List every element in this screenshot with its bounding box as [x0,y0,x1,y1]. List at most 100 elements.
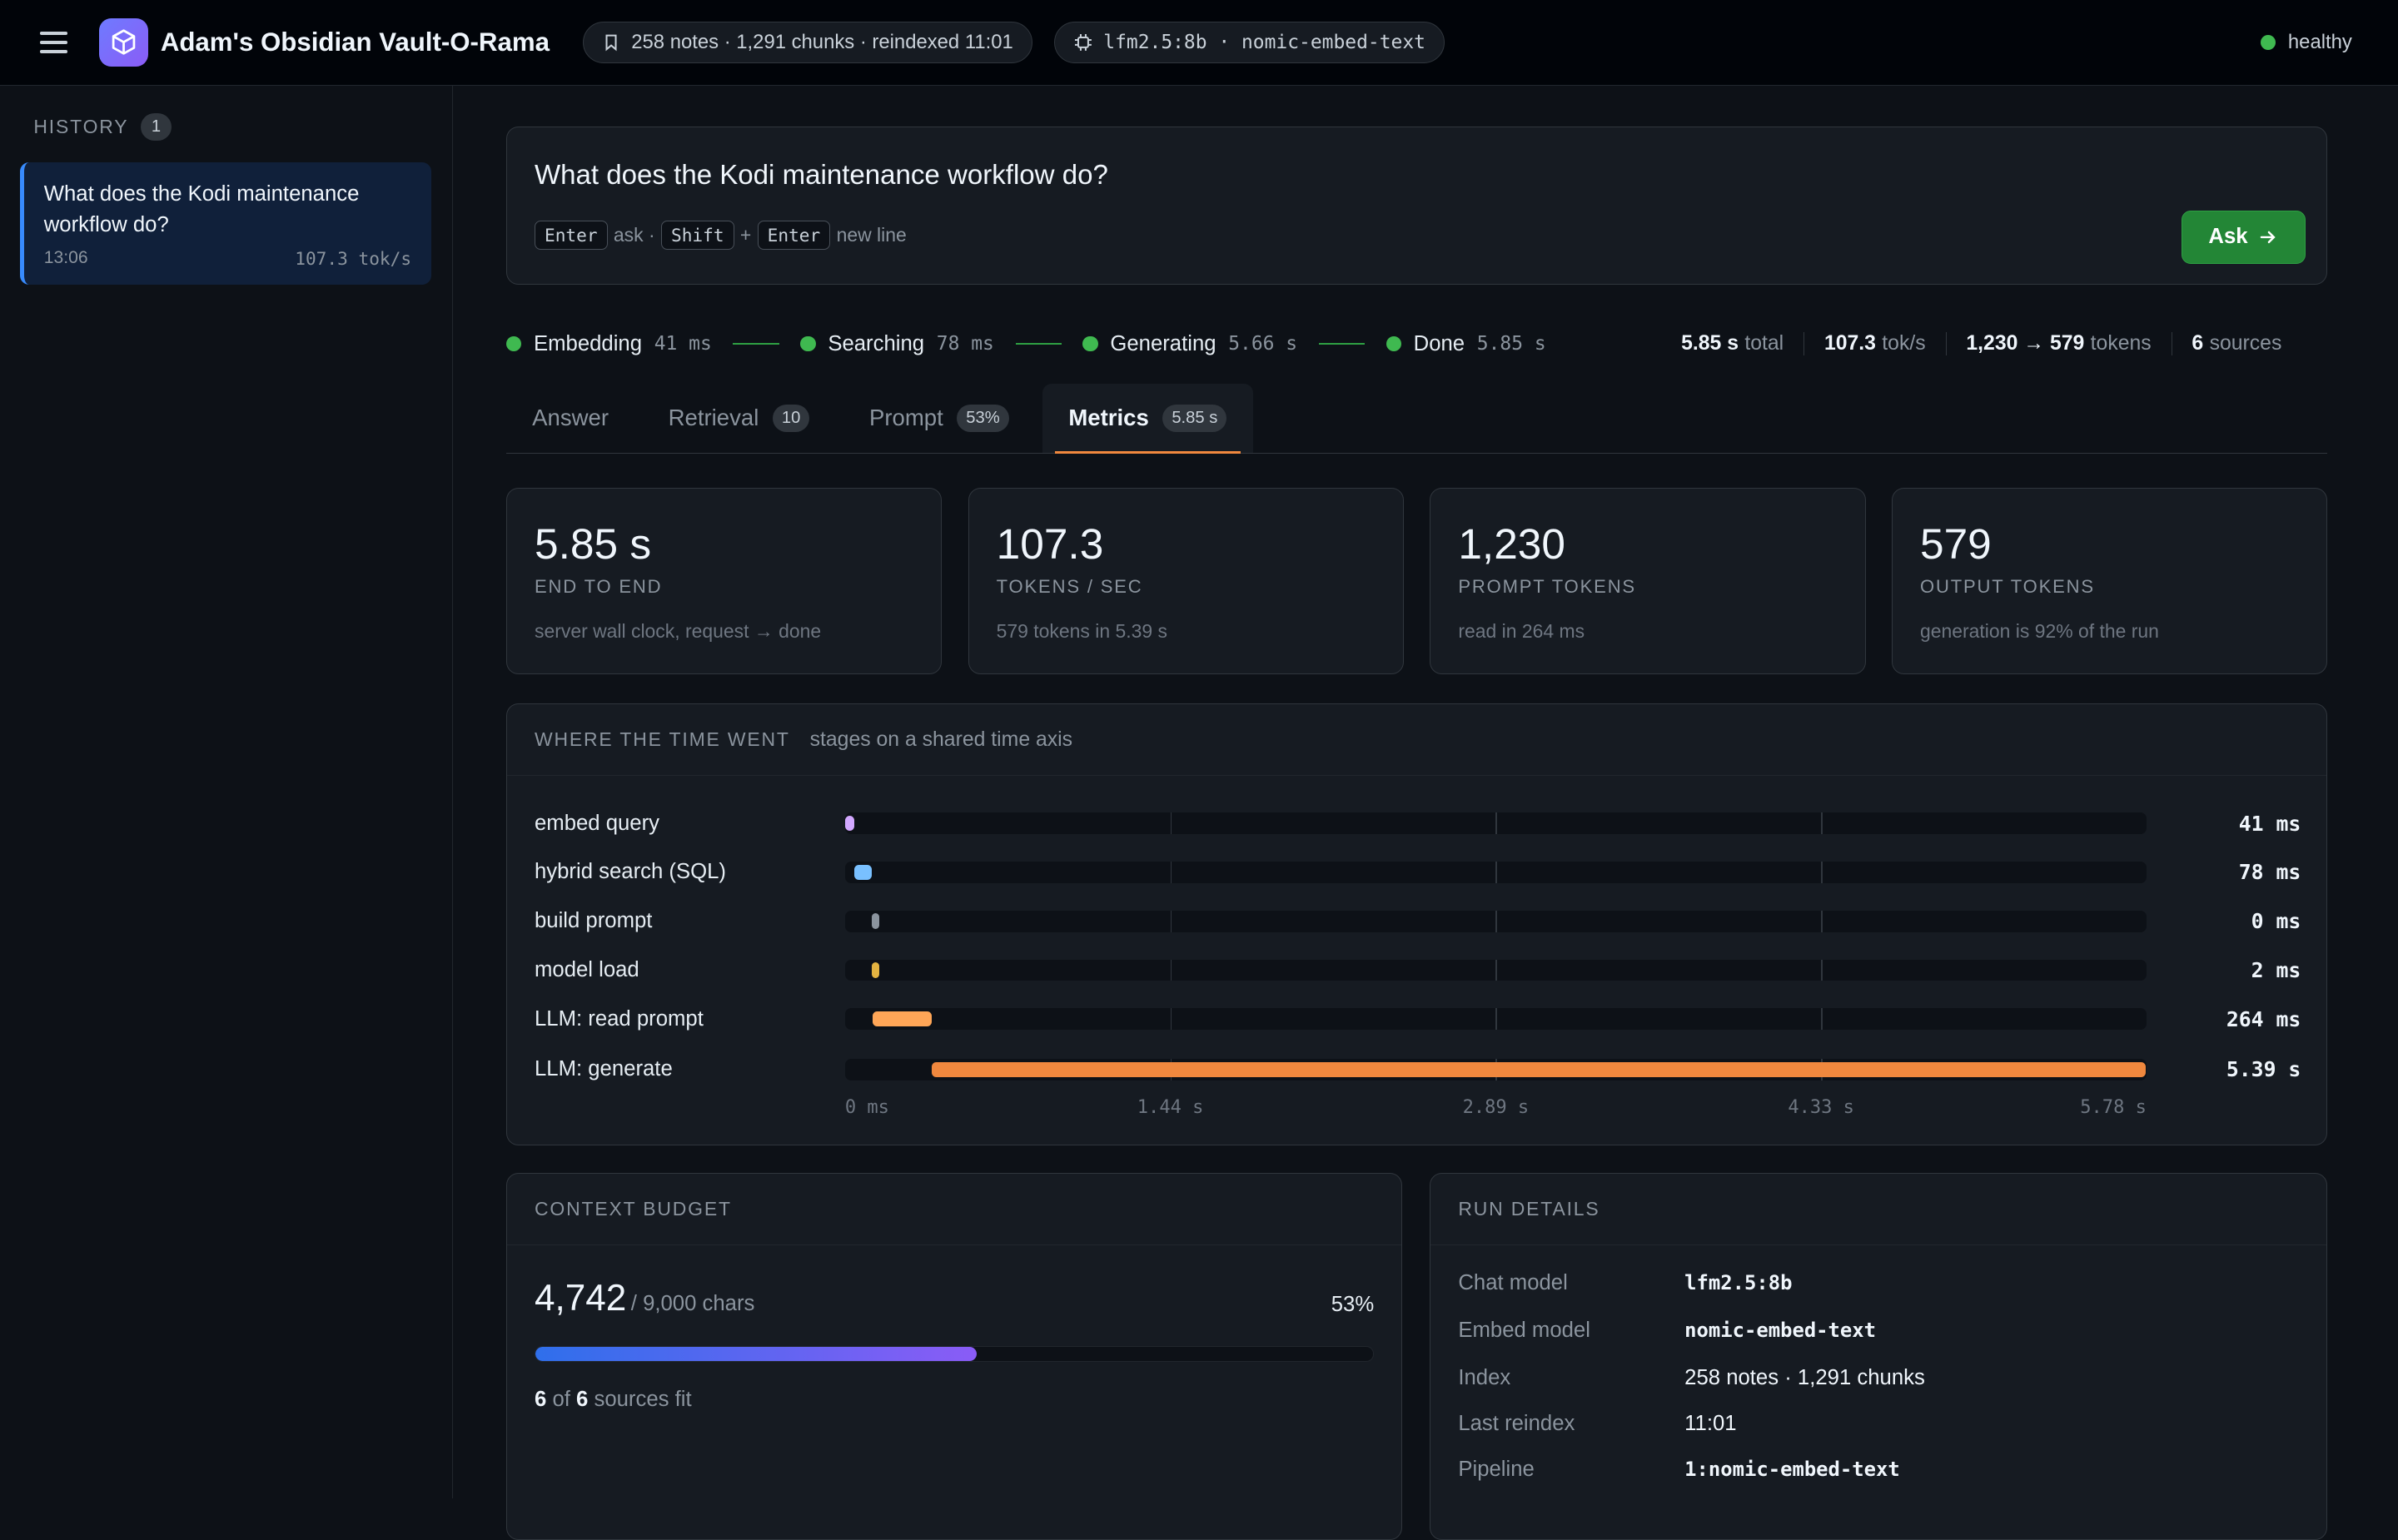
detail-key: Index [1458,1366,1511,1390]
timing-row-label: LLM: read prompt [534,1006,704,1031]
axis-tick-label: 5.78 s [2080,1096,2147,1118]
bookmark-icon [605,34,617,52]
tab-label: Prompt [868,405,943,431]
detail-value: lfm2.5:8b [1684,1271,1793,1295]
stage-generating: Generating 5.66 s [1082,332,1297,356]
run-totals: 5.85 s total 107.3 tok/s 1,230 → 579 tokens… [1661,332,2301,356]
grid-line [1170,910,1172,932]
timing-row: LLM: generate 5.39 s [535,1053,2301,1086]
stage-embedding: Embedding 41 ms [505,332,712,356]
detail-value: nomic-embed-text [1684,1319,1877,1343]
metric-card-prompt-tokens: 1,230 PROMPT TOKENS read in 264 ms [1430,487,1866,674]
stage-searching: Searching 78 ms [800,332,994,356]
tab-retrieval[interactable]: Retrieval 10 [642,384,835,453]
panel-subtitle: stages on a shared time axis [809,728,1073,751]
history-item-time: 13:06 [43,247,88,267]
stage-done-dot-icon [505,336,522,352]
tab-badge: 53% [957,404,1009,432]
context-budget-panel: CONTEXT BUDGET 4,742/ 9,000 chars 53% 6 … [505,1172,1403,1540]
result-tabs: Answer Retrieval 10 Prompt 53% Metrics 5.85… [505,384,2328,455]
ask-hint-text: ask · [613,224,655,246]
detail-row: Embed model nomic-embed-text [1458,1319,1876,1343]
tokens-label: tokens [2090,332,2152,355]
arrow-right-icon [2261,231,2276,243]
tab-answer[interactable]: Answer [506,384,634,453]
time-axis: 0 ms 1.44 s 2.89 s 4.33 s 5.78 s [845,1097,2147,1121]
timing-row-value: 41 ms [2238,811,2301,836]
timing-bar [872,913,880,929]
detail-row: Pipeline 1:nomic-embed-text [1458,1458,1899,1482]
grid-line [1170,812,1172,834]
timing-track [844,862,2147,883]
index-status-text: 258 notes · 1,291 chunks · reindexed 11:… [631,30,1013,53]
sources-fit: 6 of 6 sources fit [535,1388,692,1412]
enter-key-hint: Enter [534,221,608,250]
panel-title: RUN DETAILS [1458,1197,1600,1220]
grid-line [1821,812,1823,834]
history-item[interactable]: What does the Kodi maintenance workflow … [19,161,431,285]
stage-done-dot-icon [1082,336,1098,352]
metric-value: 107.3 [996,519,1104,568]
detail-key: Last reindex [1458,1412,1575,1436]
timing-track [844,812,2147,834]
timing-track [844,1008,2147,1031]
stage-done: Done 5.85 s [1386,332,1546,356]
question-input[interactable]: What does the Kodi maintenance workflow … [534,160,1108,191]
budget-limit: / 9,000 chars [630,1291,755,1315]
grid-line [1821,862,1823,883]
timing-row-value: 78 ms [2238,860,2301,885]
detail-row: Last reindex 11:01 [1458,1412,1736,1436]
metric-value: 1,230 [1458,519,1565,568]
grid-line [1821,959,1823,981]
model-pill-text: lfm2.5:8b · nomic-embed-text [1103,31,1425,53]
metric-card-output-tokens: 579 OUTPUT TOKENS generation is 92% of t… [1891,487,2328,674]
timing-row-label: LLM: generate [534,1057,673,1081]
timing-row-value: 0 ms [2251,909,2301,934]
enter2-key-hint: Enter [757,221,831,250]
timing-row-label: model load [534,957,639,981]
health-dot-icon [2260,34,2276,51]
plus-hint-text: + [739,224,752,246]
sources-value: 6 [2192,332,2204,355]
tab-metrics[interactable]: Metrics 5.85 s [1042,384,1253,455]
detail-key: Embed model [1458,1319,1590,1343]
detail-value: 1:nomic-embed-text [1684,1458,1900,1482]
timing-row: model load 2 ms [535,953,2301,986]
detail-value: 11:01 [1684,1412,1737,1436]
metric-sub: read in 264 ms [1458,620,1585,643]
history-item-speed: 107.3 tok/s [295,247,412,269]
shift-key-hint: Shift [660,221,734,250]
menu-icon[interactable] [39,32,67,53]
metric-label: OUTPUT TOKENS [1920,575,2095,597]
ask-button[interactable]: Ask [2181,210,2306,264]
fit-of: of [552,1387,570,1411]
timing-row: embed query 41 ms [535,807,2301,840]
detail-key: Pipeline [1458,1458,1535,1482]
stage-value: 5.85 s [1476,333,1546,355]
history-item-question: What does the Kodi maintenance workflow … [43,181,360,236]
stage-name: Done [1413,331,1465,355]
history-label: HISTORY [33,115,129,137]
model-pill: lfm2.5:8b · nomic-embed-text [1053,22,1445,63]
tab-prompt[interactable]: Prompt 53% [843,384,1035,453]
history-header: HISTORY 1 [33,112,172,141]
sidebar: HISTORY 1 What does the Kodi maintenance… [0,85,453,1498]
main-content: What does the Kodi maintenance workflow … [505,127,2328,1540]
metric-card-end-to-end: 5.85 s END TO END server wall clock, req… [505,487,943,674]
grid-line [1170,1008,1172,1031]
tab-label: Metrics [1068,405,1149,431]
stage-name: Generating [1110,331,1216,355]
health-status: healthy [2260,31,2352,54]
fit-total: 6 [576,1387,589,1411]
run-details-panel: RUN DETAILS Chat model lfm2.5:8b Embed mod… [1430,1172,2328,1540]
metric-sub: 579 tokens in 5.39 s [996,620,1167,643]
speed-value: 107.3 [1823,332,1876,355]
budget-used: 4,742/ 9,000 chars [535,1278,754,1319]
chip-icon [1074,33,1092,51]
timing-bar [853,864,872,881]
metric-sub: server wall clock, request → done [534,620,822,643]
app-title: Adam's Obsidian Vault-O-Rama [160,27,550,57]
timing-row-label: build prompt [534,909,653,933]
detail-key: Chat model [1458,1271,1568,1295]
axis-tick-label: 1.44 s [1137,1096,1204,1118]
